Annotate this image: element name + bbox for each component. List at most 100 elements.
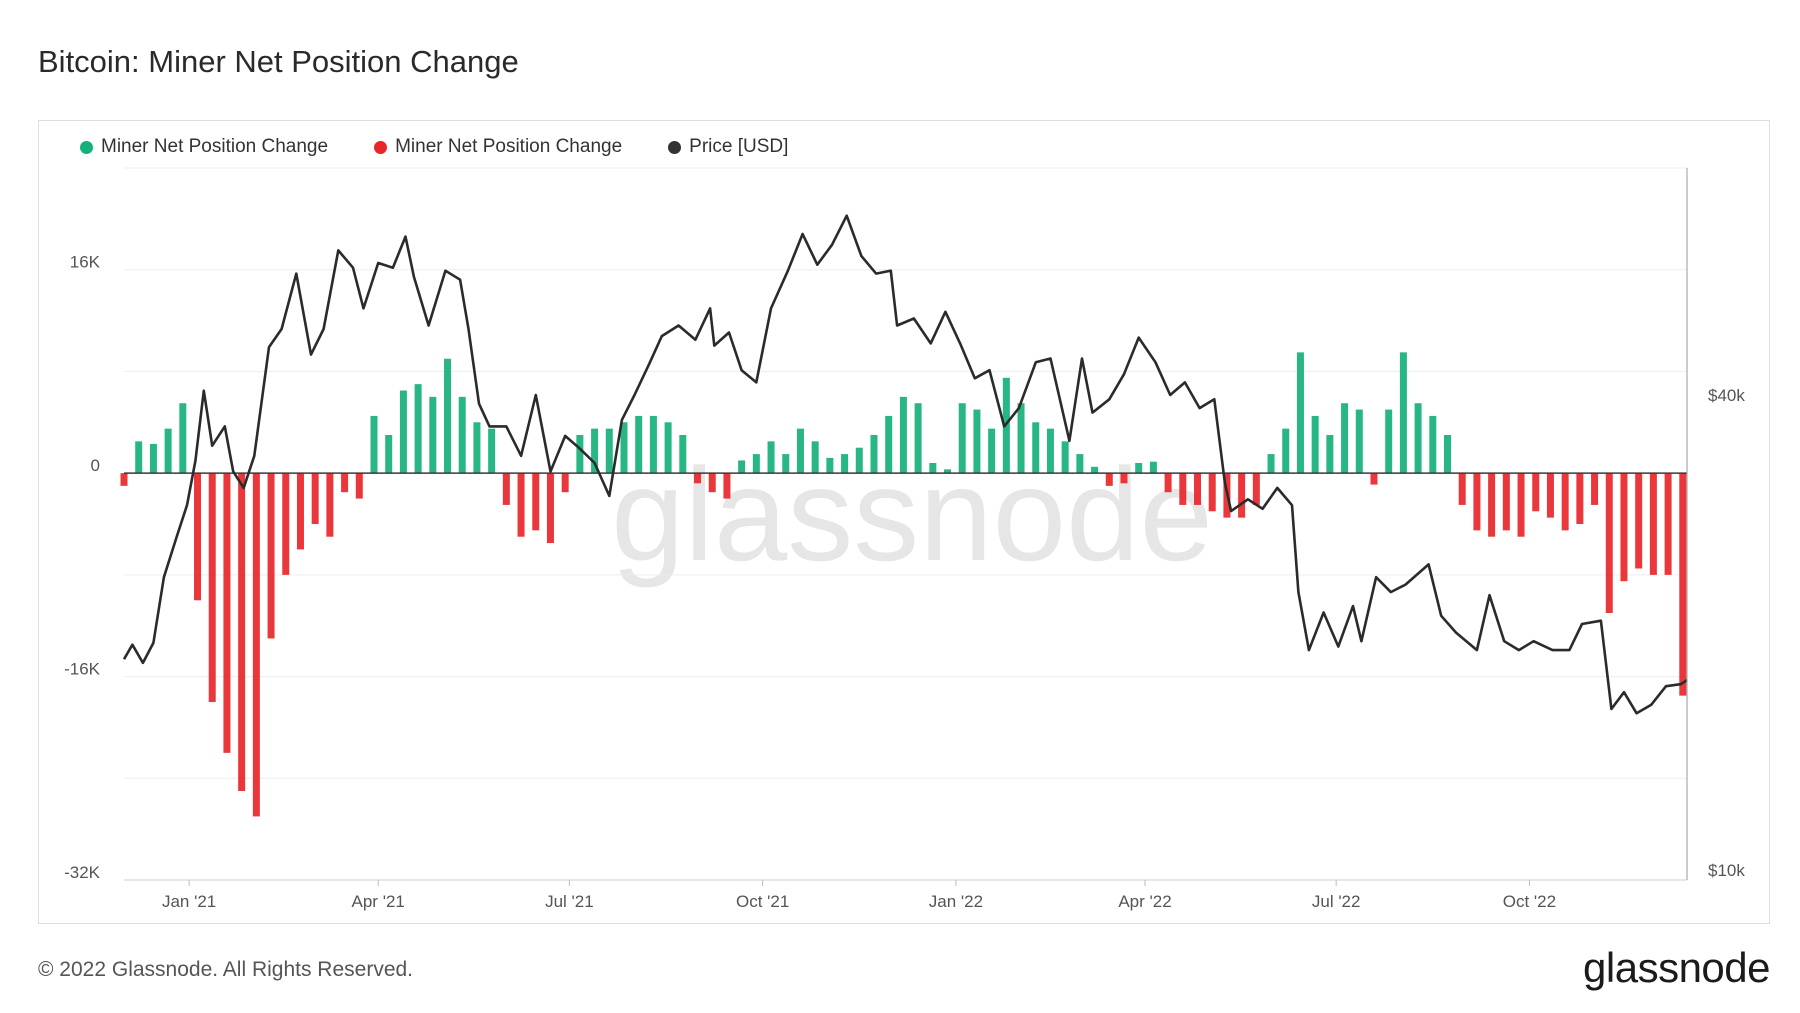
bar-positive	[591, 428, 599, 474]
bar-positive	[664, 422, 672, 474]
bar-negative	[1649, 473, 1657, 575]
bar-negative	[1194, 473, 1202, 505]
bar-negative	[194, 473, 202, 601]
bar-positive	[1061, 441, 1069, 474]
bar-positive	[914, 403, 922, 474]
price-line	[122, 214, 1688, 715]
bar-negative	[708, 473, 716, 493]
bar-negative	[1635, 473, 1643, 569]
bar-positive	[444, 358, 452, 474]
bar-positive	[1341, 403, 1349, 474]
bar-negative	[252, 473, 260, 817]
legend-item-negative[interactable]: Miner Net Position Change	[374, 136, 622, 158]
bar-negative	[296, 473, 304, 550]
bar-positive	[179, 403, 187, 474]
bar-positive	[635, 415, 643, 474]
bar-negative	[502, 473, 510, 505]
bar-positive	[855, 447, 863, 474]
x-tick-label: Oct '21	[736, 892, 789, 911]
bar-negative	[1370, 473, 1378, 485]
bar-positive	[885, 415, 893, 474]
bar-negative	[532, 473, 540, 531]
legend-item-positive[interactable]: Miner Net Position Change	[80, 136, 328, 158]
watermark: glassnode	[611, 441, 1213, 588]
bar-negative	[1120, 473, 1128, 484]
bar-negative	[1620, 473, 1628, 582]
bar-positive	[149, 443, 157, 474]
legend-label-negative: Miner Net Position Change	[395, 136, 623, 157]
chart-panel	[38, 120, 1770, 924]
bar-negative	[1488, 473, 1496, 537]
bar-negative	[311, 473, 319, 524]
bar-positive	[929, 462, 937, 474]
bar-positive	[782, 454, 790, 474]
bar-positive	[1282, 428, 1290, 474]
bar-positive	[1135, 462, 1143, 474]
bar-positive	[1444, 435, 1452, 474]
bar-negative	[1532, 473, 1540, 512]
bar-positive	[1385, 409, 1393, 474]
bar-negative	[1576, 473, 1584, 524]
bar-positive	[399, 390, 407, 474]
bar-negative	[223, 473, 231, 753]
bar-positive	[1311, 415, 1319, 474]
legend-dot-price	[668, 140, 682, 154]
bar-positive	[576, 435, 584, 474]
y-right-tick-label: $40k	[1708, 386, 1745, 405]
bar-negative	[326, 473, 334, 537]
bar-positive	[973, 409, 981, 474]
footer-copyright: © 2022 Glassnode. All Rights Reserved.	[38, 958, 414, 981]
x-tick-label: Apr '21	[352, 892, 405, 911]
x-tick-label: Apr '22	[1118, 892, 1171, 911]
bar-positive	[1326, 435, 1334, 474]
y-left-tick-label: 0	[91, 456, 100, 475]
bar-positive	[1032, 422, 1040, 474]
bar-positive	[944, 469, 952, 474]
bar-positive	[1017, 403, 1025, 474]
x-tick-label: Jul '21	[545, 892, 594, 911]
bar-negative	[561, 473, 569, 493]
bar-negative	[1164, 473, 1172, 493]
bar-positive	[1296, 352, 1304, 474]
bar-negative	[1591, 473, 1599, 505]
x-tick-label: Jan '22	[929, 892, 983, 911]
bar-negative	[517, 473, 525, 537]
bar-negative	[1473, 473, 1481, 531]
bar-negative	[1458, 473, 1466, 505]
legend-item-price[interactable]: Price [USD]	[668, 136, 788, 158]
bar-positive	[473, 422, 481, 474]
bar-positive	[958, 403, 966, 474]
bars-group	[120, 352, 1687, 817]
bar-negative	[1546, 473, 1554, 518]
bar-positive	[767, 441, 775, 474]
bar-positive	[738, 460, 746, 474]
bar-positive	[370, 415, 378, 474]
bar-negative	[208, 473, 216, 702]
bar-negative	[723, 473, 731, 499]
bar-positive	[605, 428, 613, 474]
legend-dot-positive	[80, 140, 93, 154]
bar-positive	[899, 396, 907, 474]
bar-positive	[1429, 415, 1437, 474]
bar-positive	[811, 441, 819, 474]
bar-positive	[488, 428, 496, 474]
bar-negative	[238, 473, 246, 791]
legend-label-price: Price [USD]	[689, 136, 789, 157]
bar-positive	[414, 384, 422, 474]
legend: Miner Net Position Change Miner Net Posi…	[80, 136, 788, 158]
bar-positive	[796, 428, 804, 474]
bar-negative	[1664, 473, 1672, 575]
bar-negative	[341, 473, 349, 493]
bar-positive	[1414, 403, 1422, 474]
chart-title: Bitcoin: Miner Net Position Change	[38, 44, 519, 79]
bar-positive	[826, 457, 834, 474]
y-left-tick-label: 16K	[70, 253, 101, 272]
bar-negative	[355, 473, 363, 499]
y-right-tick-label: $10k	[1708, 861, 1745, 880]
bar-negative	[1561, 473, 1569, 531]
bar-positive	[429, 396, 437, 474]
bar-negative	[546, 473, 554, 544]
bar-positive	[1149, 461, 1157, 474]
bar-positive	[620, 422, 628, 474]
